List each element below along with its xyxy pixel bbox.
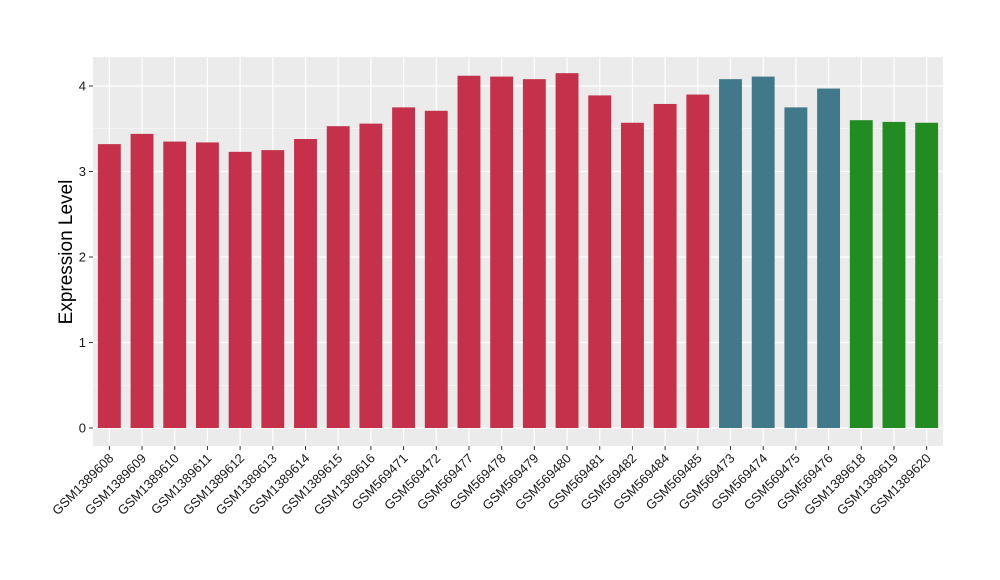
bar-gsm569471 <box>392 107 416 428</box>
bar-gsm569474 <box>751 76 775 428</box>
y-tick-label: 1 <box>79 335 86 350</box>
bar-gsm1389616 <box>359 123 383 429</box>
bar-gsm1389609 <box>130 133 154 428</box>
plot-panel <box>93 57 943 446</box>
bar-gsm569479 <box>522 79 546 428</box>
bar-gsm569484 <box>653 103 677 428</box>
bar-gsm1389618 <box>849 120 873 428</box>
bar-gsm569477 <box>457 75 481 429</box>
y-tick-label: 3 <box>79 164 86 179</box>
bar-gsm1389613 <box>261 150 285 428</box>
bar-gsm569481 <box>588 95 612 428</box>
y-axis-title: Expression Level <box>56 180 77 325</box>
bar-gsm1389610 <box>163 141 187 428</box>
x-axis: GSM1389608GSM1389609GSM1389610GSM1389611… <box>49 446 934 518</box>
bar-gsm569485 <box>686 94 710 429</box>
bar-gsm1389614 <box>294 139 317 428</box>
y-tick-label: 2 <box>79 250 86 265</box>
y-tick-label: 4 <box>79 79 86 94</box>
bar-gsm569482 <box>620 122 644 428</box>
y-axis: 0 1 2 3 4 <box>79 79 93 436</box>
bar-gsm569475 <box>784 107 808 428</box>
bar-gsm569473 <box>719 79 742 428</box>
bar-gsm1389608 <box>97 144 121 428</box>
bar-gsm1389611 <box>195 142 219 428</box>
bar-gsm1389612 <box>228 151 252 428</box>
bar-gsm569472 <box>424 110 448 429</box>
bar-gsm1389620 <box>915 122 939 428</box>
bar-gsm1389615 <box>326 126 350 428</box>
bar-gsm569478 <box>490 76 514 428</box>
bar-gsm569480 <box>555 73 579 429</box>
bar-gsm1389619 <box>882 121 906 428</box>
y-tick-label: 0 <box>79 421 86 436</box>
bar-series <box>97 73 939 429</box>
bar-gsm569476 <box>817 88 841 428</box>
